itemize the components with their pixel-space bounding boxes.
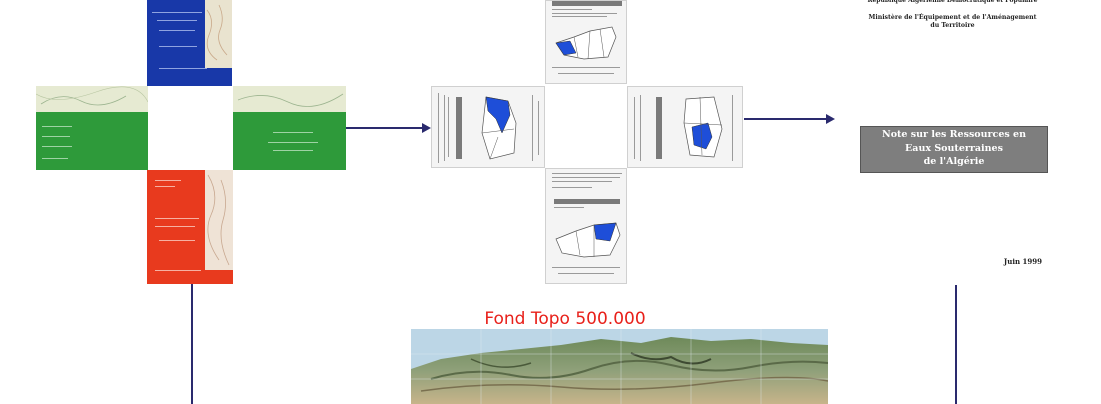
green-map-document-right xyxy=(233,86,346,170)
connector-center-to-report xyxy=(744,118,826,120)
report-cover: République Algérienne Démocratique et Po… xyxy=(855,0,1050,283)
regional-sheet-left xyxy=(431,86,545,168)
arrowhead-center-to-report xyxy=(826,114,835,124)
regional-sheet-top xyxy=(545,0,627,84)
connector-left-down xyxy=(191,284,193,404)
report-title-band: Note sur les Ressources en Eaux Souterra… xyxy=(860,126,1048,173)
connector-right-down xyxy=(955,285,957,404)
topo-map-title: Fond Topo 500.000 xyxy=(484,309,646,329)
report-header-line: République Algérienne Démocratique et Po… xyxy=(867,0,1038,4)
report-date: Juin 1999 xyxy=(1003,257,1042,266)
arrowhead-left-to-center xyxy=(422,123,431,133)
connector-left-to-center xyxy=(346,127,422,129)
green-map-document-left xyxy=(36,86,148,170)
topo-map-image xyxy=(411,329,828,404)
report-ministry: Ministère de l'Équipement et de l'Aménag… xyxy=(868,14,1037,29)
red-map-document xyxy=(147,170,233,284)
report-title-line-3: de l'Algérie xyxy=(923,156,985,167)
regional-sheet-bottom xyxy=(545,168,627,284)
blue-map-document xyxy=(147,0,232,86)
regional-sheet-right xyxy=(627,86,743,168)
report-title-line-2: Eaux Souterraines xyxy=(905,142,1003,154)
report-title-line-1: Note sur les Ressources en xyxy=(882,129,1026,140)
